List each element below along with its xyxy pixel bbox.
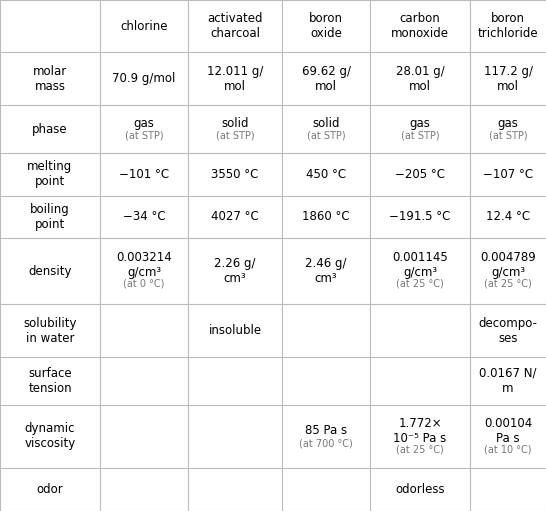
Text: solubility
in water: solubility in water bbox=[23, 317, 77, 344]
Text: odorless: odorless bbox=[395, 483, 445, 496]
Text: 1860 °C: 1860 °C bbox=[302, 210, 350, 223]
Text: 70.9 g/mol: 70.9 g/mol bbox=[112, 72, 176, 85]
Text: 69.62 g/
mol: 69.62 g/ mol bbox=[301, 64, 351, 92]
Text: 4027 °C: 4027 °C bbox=[211, 210, 259, 223]
Text: (at STP): (at STP) bbox=[307, 131, 345, 141]
Text: 2.46 g/
cm³: 2.46 g/ cm³ bbox=[305, 257, 347, 285]
Text: phase: phase bbox=[32, 123, 68, 135]
Text: (at 25 °C): (at 25 °C) bbox=[484, 279, 532, 289]
Text: −34 °C: −34 °C bbox=[123, 210, 165, 223]
Text: −191.5 °C: −191.5 °C bbox=[389, 210, 450, 223]
Text: (at 25 °C): (at 25 °C) bbox=[396, 444, 444, 454]
Text: (at 700 °C): (at 700 °C) bbox=[299, 438, 353, 448]
Text: dynamic
viscosity: dynamic viscosity bbox=[25, 423, 76, 450]
Text: gas: gas bbox=[134, 117, 155, 130]
Text: solid: solid bbox=[312, 117, 340, 130]
Text: 0.004789
g/cm³: 0.004789 g/cm³ bbox=[480, 251, 536, 280]
Text: (at 0 °C): (at 0 °C) bbox=[123, 279, 165, 289]
Text: 117.2 g/
mol: 117.2 g/ mol bbox=[484, 64, 532, 92]
Text: boron
oxide: boron oxide bbox=[309, 12, 343, 40]
Text: 3550 °C: 3550 °C bbox=[211, 168, 259, 181]
Text: 0.001145
g/cm³: 0.001145 g/cm³ bbox=[392, 251, 448, 280]
Text: 12.4 °C: 12.4 °C bbox=[486, 210, 530, 223]
Text: (at 25 °C): (at 25 °C) bbox=[396, 279, 444, 289]
Text: −107 °C: −107 °C bbox=[483, 168, 533, 181]
Text: odor: odor bbox=[37, 483, 63, 496]
Text: (at 10 °C): (at 10 °C) bbox=[484, 444, 532, 454]
Text: 28.01 g/
mol: 28.01 g/ mol bbox=[396, 64, 444, 92]
Text: chlorine: chlorine bbox=[120, 20, 168, 33]
Text: boron
trichloride: boron trichloride bbox=[478, 12, 538, 40]
Text: carbon
monoxide: carbon monoxide bbox=[391, 12, 449, 40]
Text: activated
charcoal: activated charcoal bbox=[207, 12, 263, 40]
Text: decompo-
ses: decompo- ses bbox=[478, 317, 537, 344]
Text: (at STP): (at STP) bbox=[489, 131, 527, 141]
Text: 0.003214
g/cm³: 0.003214 g/cm³ bbox=[116, 251, 172, 280]
Text: 0.00104
Pa s: 0.00104 Pa s bbox=[484, 417, 532, 445]
Text: solid: solid bbox=[221, 117, 249, 130]
Text: insoluble: insoluble bbox=[209, 324, 262, 337]
Text: 0.0167 N/
m: 0.0167 N/ m bbox=[479, 367, 537, 395]
Text: 1.772×
10⁻⁵ Pa s: 1.772× 10⁻⁵ Pa s bbox=[393, 417, 447, 445]
Text: (at STP): (at STP) bbox=[216, 131, 254, 141]
Text: boiling
point: boiling point bbox=[30, 203, 70, 230]
Text: 12.011 g/
mol: 12.011 g/ mol bbox=[207, 64, 263, 92]
Text: −205 °C: −205 °C bbox=[395, 168, 445, 181]
Text: (at STP): (at STP) bbox=[124, 131, 163, 141]
Text: molar
mass: molar mass bbox=[33, 64, 67, 92]
Text: 450 °C: 450 °C bbox=[306, 168, 346, 181]
Text: gas: gas bbox=[497, 117, 519, 130]
Text: melting
point: melting point bbox=[27, 160, 73, 189]
Text: gas: gas bbox=[410, 117, 430, 130]
Text: surface
tension: surface tension bbox=[28, 367, 72, 395]
Text: 85 Pa s: 85 Pa s bbox=[305, 424, 347, 437]
Text: density: density bbox=[28, 265, 72, 277]
Text: (at STP): (at STP) bbox=[401, 131, 440, 141]
Text: −101 °C: −101 °C bbox=[119, 168, 169, 181]
Text: 2.26 g/
cm³: 2.26 g/ cm³ bbox=[214, 257, 256, 285]
